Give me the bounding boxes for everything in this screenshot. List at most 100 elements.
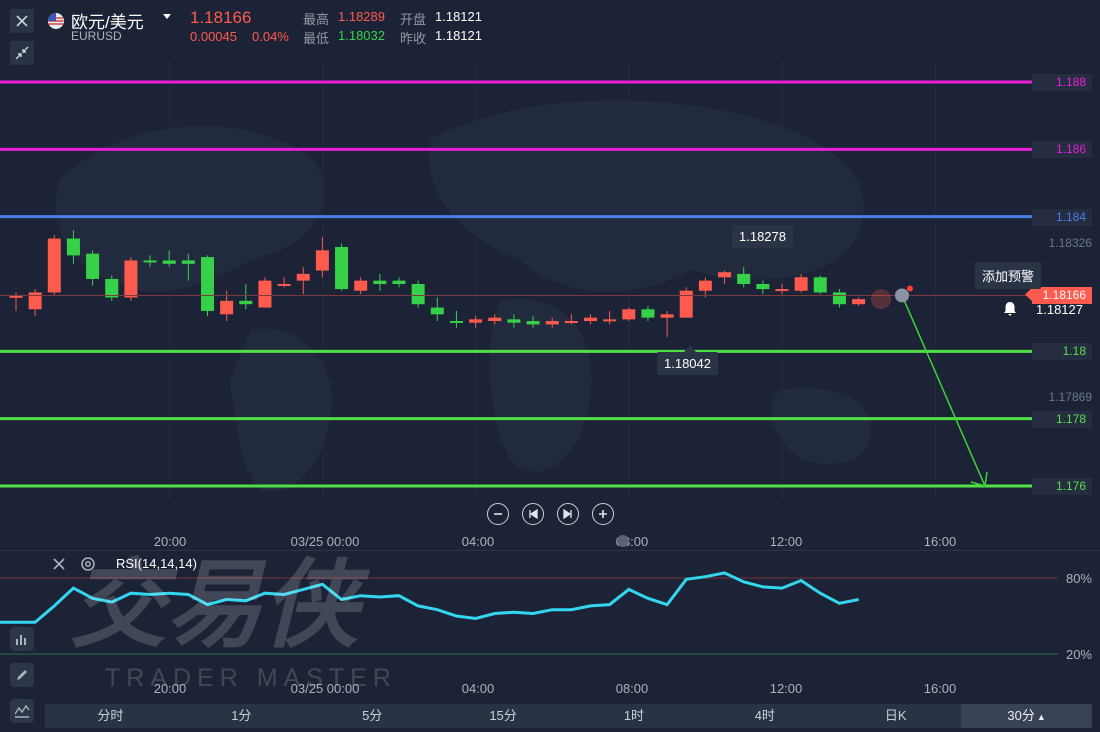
tab-timeshare[interactable]: 分时 xyxy=(97,708,124,723)
current-price-tag: 1.18166 xyxy=(1032,287,1092,304)
candle xyxy=(775,284,789,295)
pair-name[interactable]: 欧元/美元 xyxy=(71,13,144,32)
candle xyxy=(66,230,80,264)
candle xyxy=(28,289,42,316)
minus-icon xyxy=(494,513,502,515)
candle xyxy=(239,284,253,310)
candle xyxy=(622,307,636,322)
candle xyxy=(201,255,214,316)
skip-forward-icon xyxy=(563,509,572,519)
shrink-arrows-icon xyxy=(15,46,29,60)
bell-icon xyxy=(1004,302,1016,316)
candle xyxy=(258,277,272,308)
candle xyxy=(794,273,808,293)
level-price-tag: 1.18 xyxy=(1032,343,1092,361)
candle xyxy=(526,315,540,328)
candle xyxy=(545,317,559,328)
low-value: 1.18032 xyxy=(338,28,385,43)
scroll-start-button[interactable] xyxy=(522,503,544,525)
shrink-button[interactable] xyxy=(10,41,34,65)
caret-up-icon: ▲ xyxy=(1036,712,1046,722)
current-price: 1.18166 xyxy=(190,8,252,27)
pencil-icon xyxy=(17,670,27,680)
low-tooltip-pointer xyxy=(684,345,696,352)
open-value: 1.18121 xyxy=(435,9,482,24)
candle xyxy=(584,314,597,325)
level-price-tag: 1.176 xyxy=(1032,478,1092,495)
price-change-pct: 0.04% xyxy=(252,29,289,44)
rsi-close-icon[interactable] xyxy=(52,557,66,571)
candle xyxy=(162,250,176,268)
candle xyxy=(469,315,483,328)
line-chart-tool-button[interactable] xyxy=(10,699,34,723)
line-chart-icon xyxy=(14,704,30,718)
zoom-out-button[interactable] xyxy=(487,503,509,525)
candle xyxy=(832,289,846,308)
rsi-settings-icon[interactable] xyxy=(80,556,96,572)
candle xyxy=(737,267,751,288)
close-button[interactable] xyxy=(10,9,34,33)
candle xyxy=(718,270,732,284)
info-marker-icon[interactable] xyxy=(895,288,909,303)
dropdown-caret-icon[interactable] xyxy=(162,13,172,21)
rsi-time-label: 03/25 00:00 xyxy=(290,681,360,696)
tab-30min[interactable]: 30分 ▲ xyxy=(961,704,1092,728)
tab-1min[interactable]: 1分 xyxy=(231,708,252,723)
candle xyxy=(86,250,100,286)
tab-5min[interactable]: 5分 xyxy=(362,708,383,723)
tab-15min[interactable]: 15分 xyxy=(489,708,517,723)
candle xyxy=(124,257,138,301)
high-value: 1.18289 xyxy=(338,9,385,24)
rsi-time-label: 04:00 xyxy=(461,681,495,696)
candle xyxy=(679,287,693,318)
candlestick-chart[interactable] xyxy=(0,0,1100,550)
tab-30min-label: 30分 xyxy=(1007,708,1035,723)
candle xyxy=(756,280,770,295)
last-price-glow xyxy=(871,289,891,310)
tab-4hour[interactable]: 4时 xyxy=(754,708,775,723)
scroll-end-button[interactable] xyxy=(557,503,579,525)
forecast-arrow-head xyxy=(970,471,988,487)
alert-bell-button[interactable] xyxy=(997,296,1023,322)
candle xyxy=(181,253,195,281)
high-tooltip: 1.18278 xyxy=(732,225,793,248)
tab-daily[interactable]: 日K xyxy=(884,708,907,723)
candle xyxy=(105,275,119,301)
indicator-tool-button[interactable] xyxy=(10,627,34,651)
pair-code: EURUSD xyxy=(71,29,122,43)
rsi-chart[interactable] xyxy=(0,550,1100,700)
watermark-text: TRADER MASTER xyxy=(105,664,397,692)
time-label: 20:00 xyxy=(153,534,187,549)
price-change: 0.00045 xyxy=(190,29,237,44)
alert-dot xyxy=(907,285,913,292)
rsi-time-label: 12:00 xyxy=(769,681,803,696)
candle xyxy=(373,273,387,291)
candle xyxy=(507,314,521,328)
candle xyxy=(277,277,291,288)
candle xyxy=(660,310,674,338)
candle xyxy=(411,280,425,308)
add-alert-tooltip[interactable]: 添加预警 xyxy=(975,262,1042,289)
level-price-tag: 1.184 xyxy=(1032,208,1092,226)
candle xyxy=(47,235,61,296)
current-price-pointer xyxy=(1025,287,1033,302)
candle xyxy=(698,277,712,298)
candle xyxy=(449,310,463,328)
candle xyxy=(315,236,329,278)
time-label: 12:00 xyxy=(769,534,803,549)
axis-label-lower: 1.17869 xyxy=(1048,390,1092,404)
low-tooltip: 1.18042 xyxy=(657,352,718,375)
axis-label-upper: 1.18326 xyxy=(1048,236,1092,250)
candle xyxy=(430,297,444,322)
bar-chart-icon xyxy=(16,635,26,645)
zoom-in-button[interactable] xyxy=(592,503,614,525)
draw-tool-button[interactable] xyxy=(10,663,34,687)
prev-close-label: 昨收 xyxy=(400,31,427,46)
trader-master-logo: 交易侠 xyxy=(70,549,370,661)
tab-1hour[interactable]: 1时 xyxy=(623,708,645,723)
level-price-tag: 1.186 xyxy=(1032,141,1092,159)
candle xyxy=(354,277,368,295)
forecast-arrow-line[interactable] xyxy=(901,295,986,487)
rsi-lower-label: 20% xyxy=(1065,647,1092,662)
time-label: 16:00 xyxy=(923,534,957,549)
